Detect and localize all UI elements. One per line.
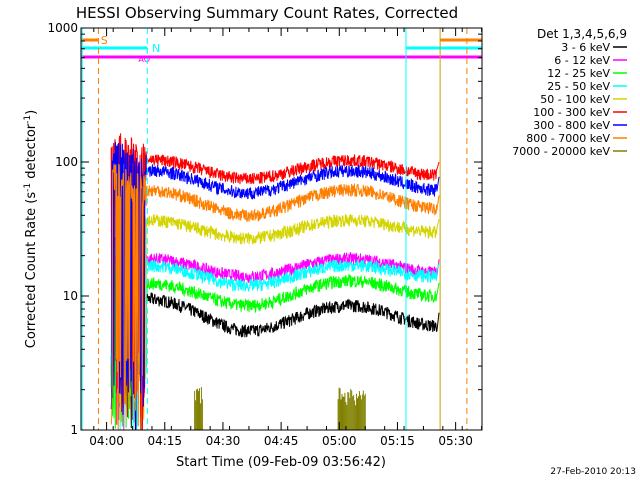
legend-label: 6 - 12 keV [554,54,610,67]
legend-label: 25 - 50 keV [547,80,610,93]
y-axis-label-end: ) [24,110,39,115]
series-3-6-kev [110,273,440,431]
x-axis-label: Start Time (09-Feb-09 03:56:42) [176,455,386,470]
y-axis-label-exponent-1: -1 [23,183,33,192]
chart-title: HESSI Observing Summary Count Rates, Cor… [76,4,458,22]
x-tick-label: 05:00 [322,434,357,448]
series-line [110,133,440,431]
y-axis-label-middle: detector [24,123,39,183]
y-axis-label: Corrected Count Rate (s-1 detector-1) [23,110,39,348]
x-tick-label: 05:30 [438,434,473,448]
y-tick-label: 100 [55,155,78,169]
legend-label: 50 - 100 keV [540,93,610,106]
legend-label: 3 - 6 keV [561,41,610,54]
y-tick-label: 1000 [47,21,78,35]
series-line [110,190,440,431]
series-12-25-kev [110,256,440,429]
series-100-300-kev [110,133,440,431]
x-tick-label: 05:15 [380,434,415,448]
series-line [110,229,440,431]
y-axis-label-main: Corrected Count Rate (s [24,192,39,349]
y-tick-label: 1 [70,423,78,437]
series-line [110,163,440,431]
x-tick-label: 04:45 [264,434,299,448]
series-line [110,256,440,429]
x-tick-label: 04:15 [147,434,182,448]
legend-label: 7000 - 20000 keV [512,145,610,158]
series-6-12-kev [110,229,440,431]
legend-label: 800 - 7000 keV [526,132,610,145]
series-7000-20000-kev [194,387,366,430]
axes-layer: 1 10 100 1000 04:00 04:15 04:30 04:45 05:00 05:15… [47,21,483,448]
series-line [110,238,440,431]
legend-label: 12 - 25 keV [547,67,610,80]
y-tick-label: 10 [63,289,78,303]
series-300-800-kev [110,141,440,431]
flag-n-label: N [152,42,160,55]
series-800-7000-kev [110,163,440,431]
flag-ao-label: AO [138,55,150,64]
data-layer [110,133,440,431]
timestamp: 27-Feb-2010 20:13 [550,467,636,477]
flag-layer: S NAO [81,28,482,430]
legend-label: 100 - 300 keV [533,106,610,119]
legend-title: Det 1,3,4,5,6,9 [537,27,627,41]
series-25-50-kev [110,238,440,431]
flag-s-label: S [101,34,108,47]
series-line [110,273,440,431]
y-axis-label-exponent-2: -1 [23,115,33,124]
x-tick-label: 04:30 [206,434,241,448]
series-50-100-kev [110,190,440,431]
legend-label: 300 - 800 keV [533,119,610,132]
x-tick-label: 04:00 [89,434,124,448]
series-line [110,141,440,431]
